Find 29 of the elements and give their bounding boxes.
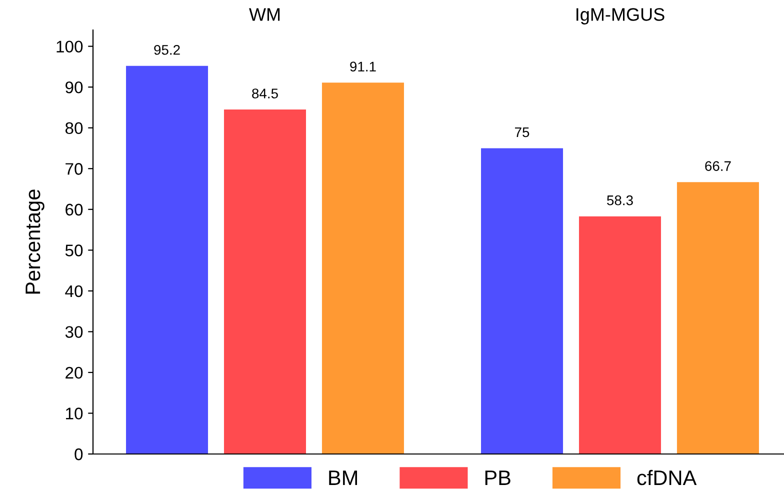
data-label: 95.2	[154, 44, 180, 55]
y-tick-label: 40	[65, 285, 83, 298]
y-tick-label: 60	[66, 204, 83, 216]
y-tick-label: 70	[66, 163, 83, 175]
data-label: 91.1	[350, 62, 376, 72]
bar	[481, 148, 564, 454]
y-tick-label: 30	[65, 326, 83, 338]
bar	[126, 66, 208, 454]
legend-label: PB	[485, 470, 510, 485]
data-label: 75	[515, 127, 530, 138]
y-tick-label: 10	[66, 408, 83, 420]
y-tick-label: 50	[65, 244, 83, 256]
data-label: 58.3	[607, 195, 633, 206]
x-tick-label: IgM-MGUS	[576, 8, 664, 24]
legend-label: BM	[329, 470, 357, 485]
x-tick-label: WM	[249, 8, 280, 21]
y-tick-label: 80	[65, 122, 83, 134]
y-tick-label: 20	[66, 366, 83, 379]
bar	[224, 110, 306, 454]
bar	[322, 82, 404, 454]
legend-label: cfDNA	[637, 470, 697, 486]
y-tick-label: 100	[56, 40, 83, 53]
data-label: 84.5	[252, 88, 278, 98]
y-axis-title: Percentage	[26, 190, 44, 294]
y-tick-label: 0	[74, 448, 83, 460]
data-label: 66.7	[705, 161, 731, 171]
y-tick-label: 90	[66, 81, 83, 94]
bar	[676, 182, 759, 454]
bar	[578, 216, 661, 454]
